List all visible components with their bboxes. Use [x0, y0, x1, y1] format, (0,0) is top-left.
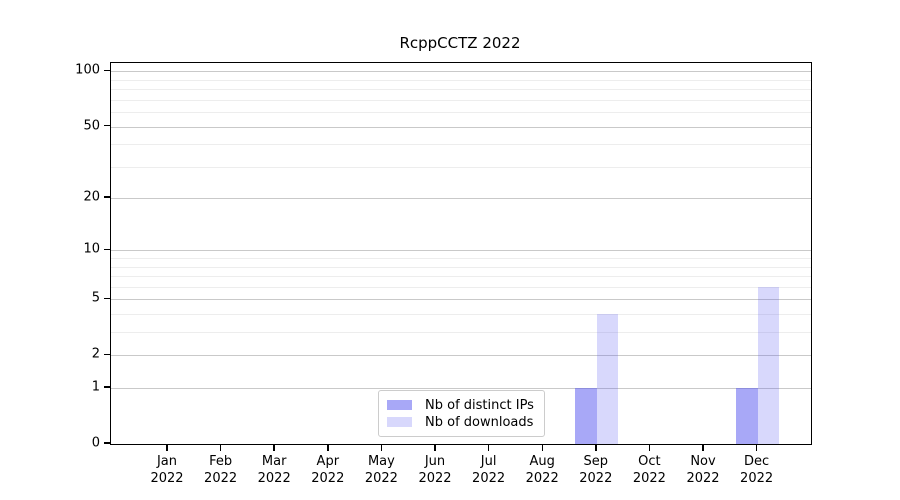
y-tick-label: 2 [91, 346, 100, 362]
y-tick-label: 50 [83, 118, 100, 133]
gridline-major [111, 299, 811, 301]
x-tick-month: Jan [156, 454, 178, 469]
x-tick-label: Dec 2022 [727, 453, 787, 487]
legend-label-distinct-ips: Nb of distinct IPs [425, 397, 534, 413]
y-tick-label: 10 [83, 241, 100, 257]
y-tick-label: 0 [91, 435, 100, 451]
x-tick-mark [434, 444, 436, 451]
gridline-major [111, 388, 811, 389]
bar-distinct-ips [736, 388, 758, 444]
bar-distinct-ips [575, 388, 597, 444]
gridline-minor [111, 276, 811, 278]
x-tick-label: Jun 2022 [405, 453, 465, 487]
x-tick-mark [755, 444, 758, 451]
gridline-minor [111, 144, 811, 146]
gridline-major [111, 355, 811, 357]
x-tick-month: Oct [638, 454, 661, 469]
x-tick-month: May [367, 454, 395, 469]
x-tick-month: Sep [583, 454, 609, 469]
y-tick-label: 5 [91, 290, 100, 306]
x-tick-year: 2022 [364, 471, 398, 486]
x-tick-mark [487, 444, 490, 451]
legend-item-distinct-ips: Nb of distinct IPs [387, 397, 534, 413]
legend-swatch-downloads-icon [387, 417, 412, 427]
bar-downloads [757, 286, 780, 444]
x-tick-month: Dec [744, 454, 770, 469]
x-tick-mark [219, 444, 222, 451]
x-tick-year: 2022 [150, 471, 184, 486]
y-tick-label: 1 [91, 379, 100, 395]
x-tick-mark [273, 444, 275, 451]
x-tick-year: 2022 [311, 471, 345, 486]
gridline-minor [111, 266, 811, 268]
gridline-minor [111, 258, 811, 260]
gridline-minor [111, 89, 811, 91]
bar-downloads [596, 314, 619, 444]
y-tick-mark [104, 353, 110, 355]
x-tick-year: 2022 [686, 471, 720, 486]
y-tick-label: 20 [83, 189, 100, 205]
x-tick-month: Nov [690, 454, 716, 469]
y-tick-mark [104, 124, 110, 127]
gridline-minor [111, 166, 811, 168]
legend: Nb of distinct IPs Nb of downloads [378, 390, 545, 437]
gridline-major [111, 71, 811, 73]
y-tick-mark [104, 196, 110, 198]
x-tick-label: Oct 2022 [619, 453, 679, 487]
x-tick-year: 2022 [472, 471, 506, 486]
legend-label-downloads: Nb of downloads [425, 414, 534, 430]
x-tick-mark [166, 444, 168, 451]
x-tick-month: Mar [261, 454, 287, 469]
gridline-minor [111, 314, 811, 315]
gridline-minor [111, 79, 811, 81]
x-tick-mark [648, 444, 651, 451]
x-tick-mark [595, 444, 597, 451]
x-tick-month: Apr [316, 454, 340, 469]
x-tick-label: Apr 2022 [298, 453, 358, 487]
x-tick-label: Mar 2022 [244, 453, 304, 487]
y-tick-mark [104, 248, 110, 251]
x-tick-year: 2022 [204, 471, 238, 486]
x-tick-year: 2022 [525, 471, 559, 486]
gridline-minor [111, 112, 811, 114]
y-tick-mark [104, 386, 110, 388]
x-tick-label: Jan 2022 [137, 453, 197, 487]
gridline-minor [111, 332, 811, 334]
x-tick-year: 2022 [632, 471, 666, 486]
x-tick-label: May 2022 [351, 453, 411, 487]
x-tick-label: Jul 2022 [459, 453, 519, 487]
y-tick-mark [104, 442, 110, 444]
x-tick-year: 2022 [579, 471, 613, 486]
x-tick-month: Jul [480, 454, 497, 469]
chart-title: RcppCCTZ 2022 [399, 34, 521, 52]
x-tick-year: 2022 [740, 471, 774, 486]
x-tick-mark [327, 444, 329, 451]
gridline-minor [111, 99, 811, 101]
x-tick-month: Jun [424, 454, 446, 469]
legend-swatch-distinct-ips-icon [387, 400, 412, 410]
y-tick-label: 100 [75, 62, 100, 78]
legend-item-downloads: Nb of downloads [387, 414, 534, 430]
x-tick-label: Sep 2022 [566, 453, 626, 487]
gridline-major [111, 250, 811, 252]
gridline-major [111, 198, 811, 200]
y-tick-mark [104, 297, 110, 300]
x-tick-label: Nov 2022 [673, 453, 733, 487]
y-tick-mark [104, 69, 110, 72]
x-tick-year: 2022 [257, 471, 291, 486]
gridline-minor [111, 286, 811, 288]
plot-area: Nb of distinct IPs Nb of downloads [110, 62, 812, 445]
gridline-major [111, 126, 811, 128]
x-tick-mark [702, 444, 704, 451]
x-tick-year: 2022 [418, 471, 452, 486]
x-tick-label: Aug 2022 [512, 453, 572, 487]
x-tick-month: Feb [209, 454, 233, 469]
x-tick-mark [541, 444, 543, 451]
x-tick-mark [380, 444, 383, 451]
x-tick-label: Feb 2022 [191, 453, 251, 487]
x-tick-month: Aug [529, 454, 555, 469]
